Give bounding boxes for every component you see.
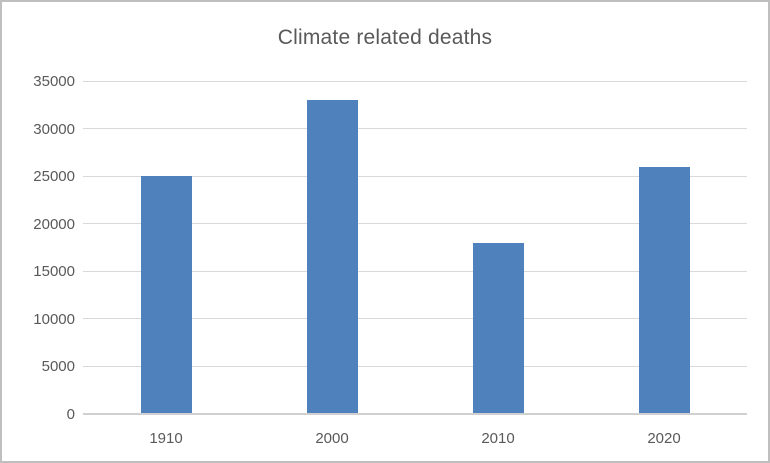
y-axis-tick-label: 15000 [33, 263, 75, 281]
x-axis-tick-label: 2020 [647, 430, 681, 447]
bar-2000 [306, 100, 358, 414]
gridline [83, 80, 747, 82]
gridline [83, 128, 747, 130]
bar-2010 [472, 242, 524, 414]
y-axis-tick-label: 35000 [33, 73, 75, 90]
x-axis-tick-label: 2000 [315, 430, 349, 447]
y-axis-tick-label: 25000 [33, 168, 75, 186]
x-axis-line [83, 413, 747, 415]
y-axis-tick-label: 20000 [33, 215, 75, 233]
bar-1910 [140, 176, 192, 414]
chart-title: Climate related deaths [277, 26, 493, 49]
y-axis-tick-label: 30000 [33, 120, 75, 138]
gridline [83, 270, 747, 272]
x-axis-tick-label: 1910 [149, 430, 183, 447]
bar-2020 [638, 166, 690, 414]
y-axis-tick-label: 10000 [33, 310, 75, 328]
y-axis-tick-label: 0 [66, 406, 75, 423]
x-axis-tick-label: 2010 [481, 430, 515, 447]
gridline [83, 365, 747, 367]
y-axis-tick-label: 5000 [41, 358, 75, 376]
gridline [83, 175, 747, 177]
gridline [83, 223, 747, 225]
gridline [83, 318, 747, 320]
